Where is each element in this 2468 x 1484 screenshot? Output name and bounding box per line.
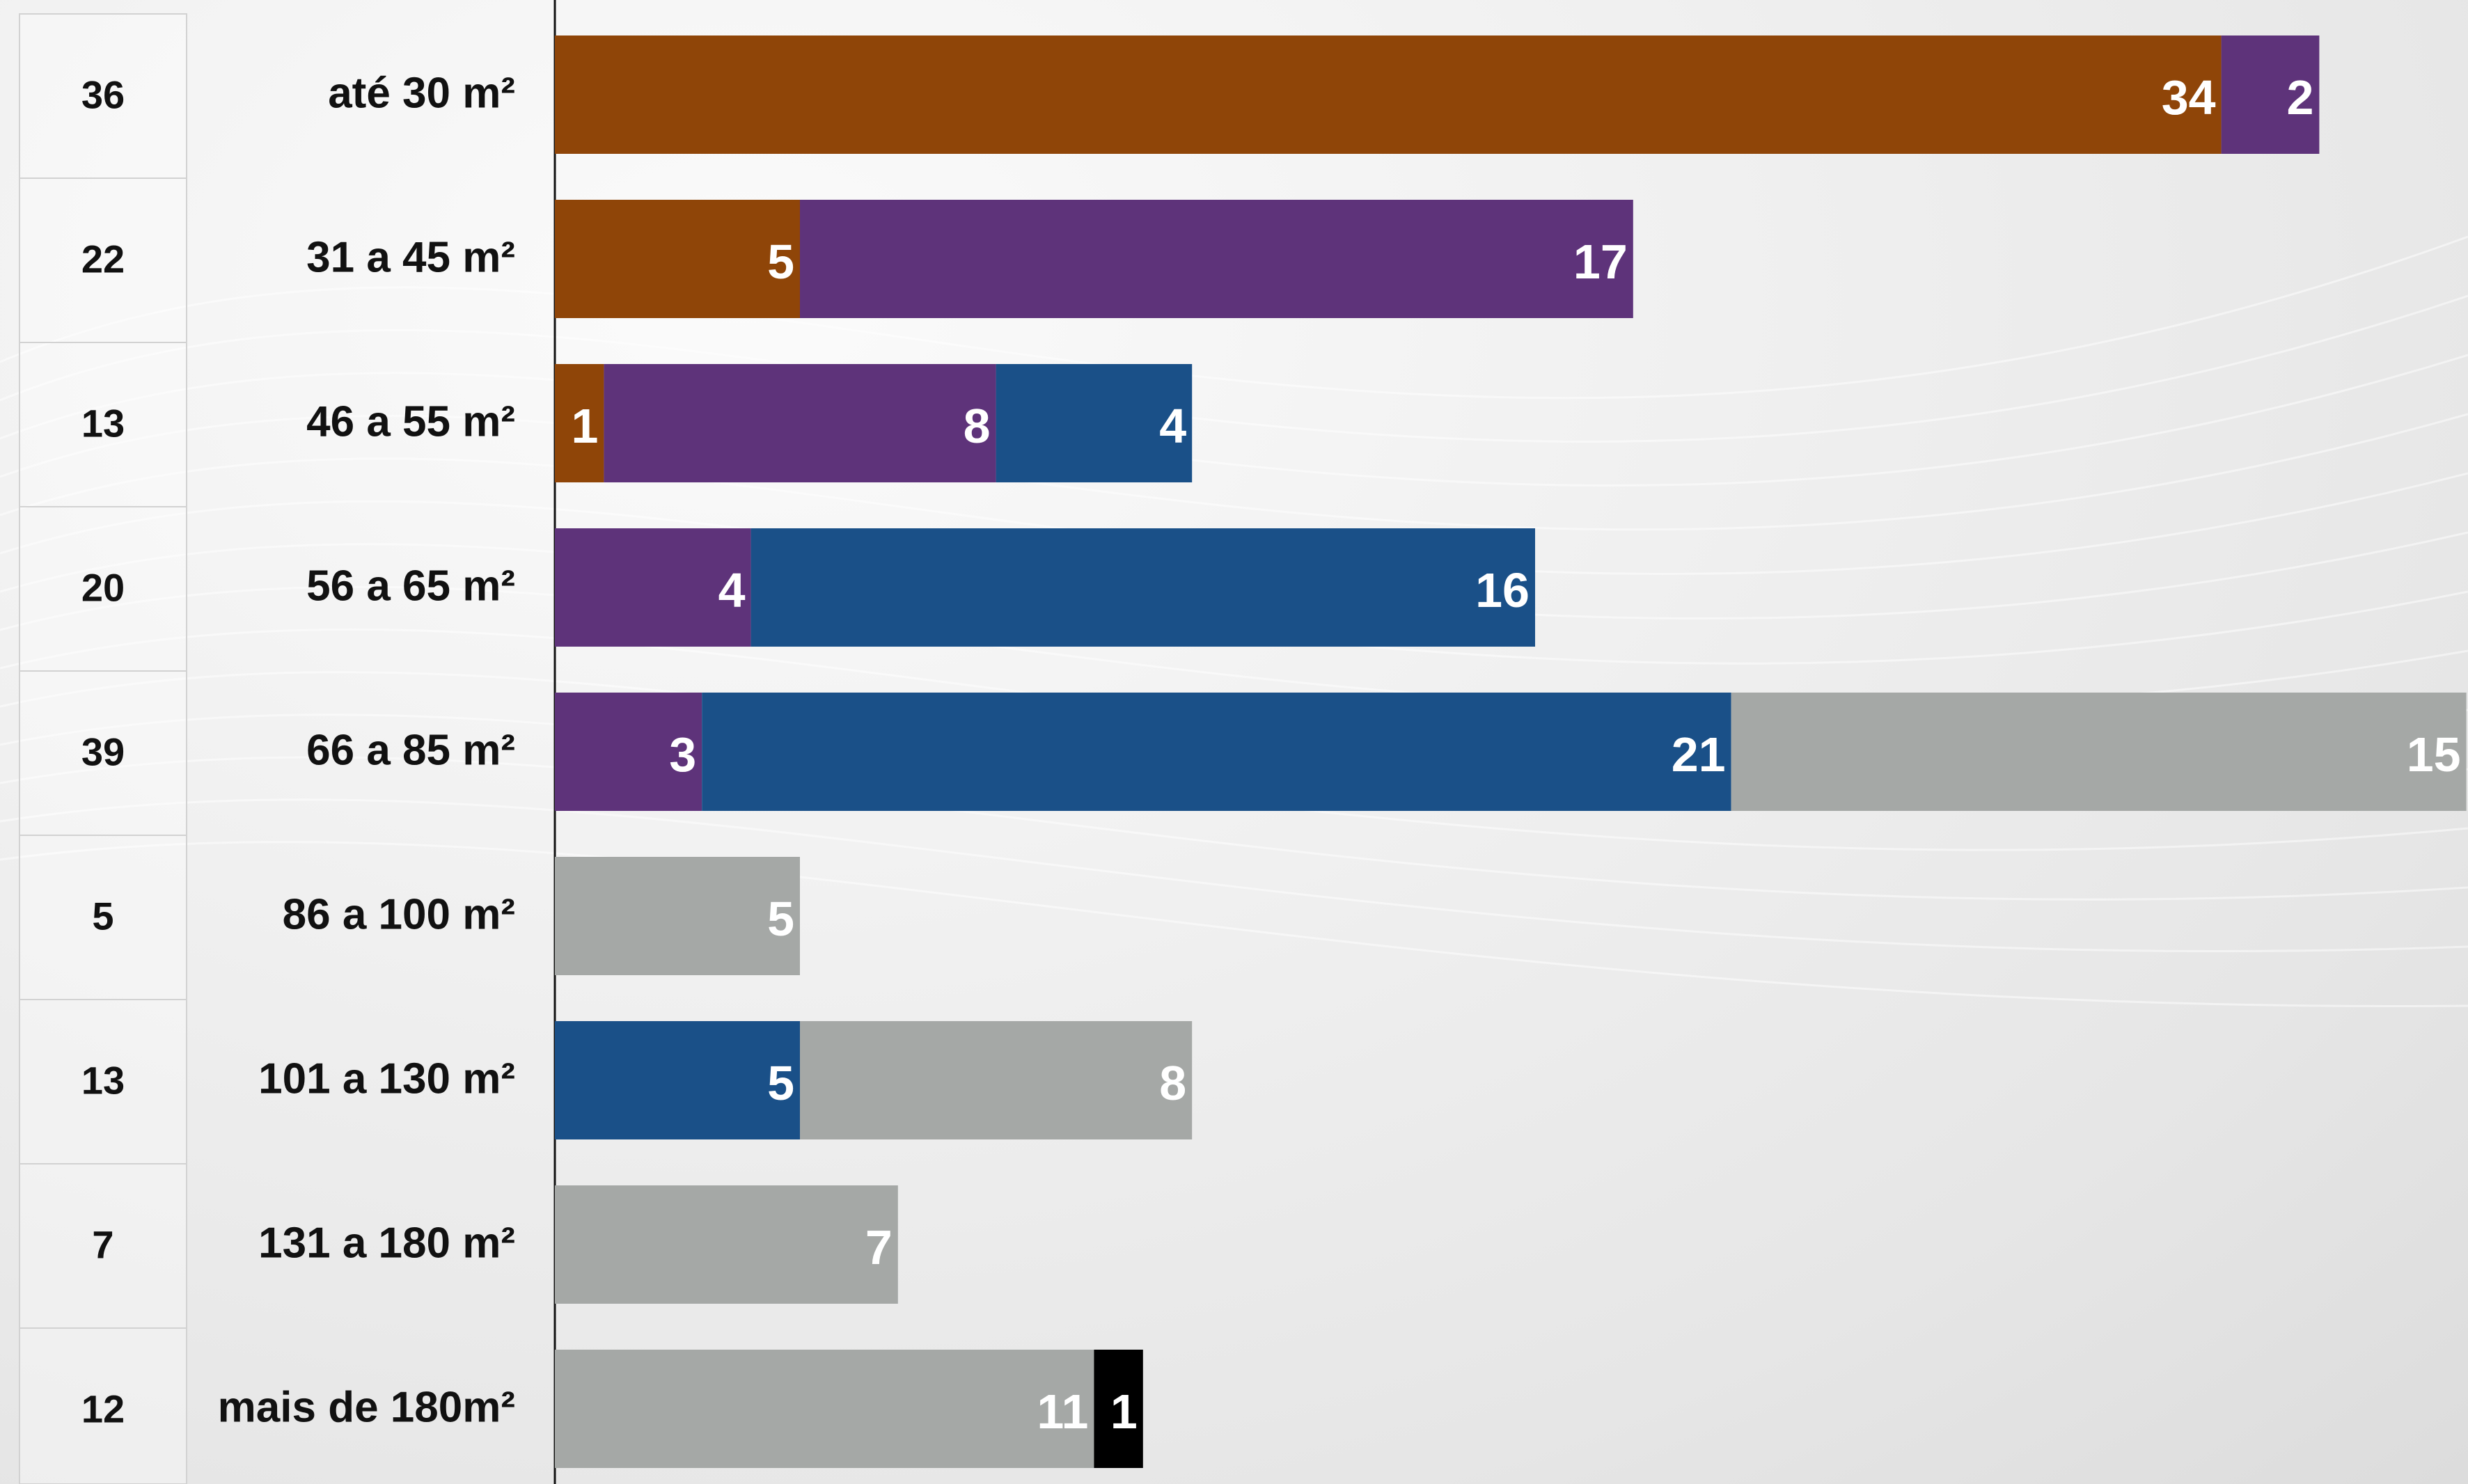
bar-segment: [604, 364, 996, 482]
bar-value-label: 8: [1159, 1056, 1186, 1110]
bar-segment: [555, 693, 702, 811]
row-total-label: 20: [81, 566, 125, 610]
bar-segment: [750, 528, 1535, 647]
bar-segment: [996, 364, 1193, 482]
row-total-label: 22: [81, 237, 125, 281]
bar-segment: [1731, 693, 2467, 811]
wave-line: [0, 413, 2468, 531]
row-total-label: 36: [81, 73, 125, 117]
bar-segment: [555, 1021, 800, 1139]
bar-segment: [555, 200, 800, 318]
row-total-label: 7: [92, 1223, 113, 1267]
bar-value-label: 5: [767, 892, 794, 946]
bar-segment: [800, 1021, 1193, 1139]
wave-line: [0, 841, 2468, 1007]
bar-value-label: 11: [1037, 1384, 1088, 1439]
row-total-label: 39: [81, 730, 125, 774]
row-total-label: 13: [81, 402, 125, 445]
bar-segment: [555, 857, 800, 975]
bar-value-label: 5: [767, 1056, 794, 1110]
category-label: mais de 180m²: [218, 1384, 515, 1432]
bar-segment: [800, 200, 1633, 318]
bar-segment: [555, 364, 604, 482]
row-total-label: 13: [81, 1059, 125, 1103]
category-label: 101 a 130 m²: [258, 1055, 515, 1103]
bar-segment: [555, 1350, 1094, 1468]
bar-value-label: 2: [2286, 70, 2313, 125]
category-label: 31 a 45 m²: [306, 234, 515, 282]
bar-value-label: 8: [964, 399, 991, 453]
bar-segment: [2221, 35, 2320, 154]
category-label: até 30 m²: [328, 70, 515, 118]
category-label: 66 a 85 m²: [306, 727, 515, 775]
row-total-label: 12: [81, 1387, 125, 1431]
category-label: 46 a 55 m²: [306, 398, 515, 446]
bar-value-label: 15: [2407, 727, 2461, 782]
category-label: 56 a 65 m²: [306, 562, 515, 610]
bar-value-label: 4: [718, 563, 746, 617]
category-label: 86 a 100 m²: [283, 891, 515, 939]
bar-segment: [555, 1185, 898, 1304]
bar-value-label: 7: [865, 1220, 893, 1274]
bar-value-label: 1: [1110, 1384, 1138, 1439]
wave-line: [0, 756, 2468, 901]
bar-value-label: 4: [1159, 399, 1186, 453]
bar-segment: [702, 693, 1731, 811]
row-total-label: 5: [92, 894, 113, 938]
bar-segment: [555, 528, 751, 647]
bar-value-label: 34: [2162, 70, 2216, 125]
bar-segment: [1094, 1350, 1143, 1468]
bar-value-label: 1: [571, 399, 598, 453]
category-label: 131 a 180 m²: [258, 1219, 515, 1268]
totals-column: [19, 13, 187, 1484]
wave-line: [0, 235, 2468, 400]
bar-value-label: 3: [669, 727, 696, 782]
bar-value-label: 17: [1573, 235, 1628, 289]
bar-value-label: 5: [767, 235, 794, 289]
bar-value-label: 16: [1475, 563, 1530, 617]
bar-value-label: 21: [1672, 727, 1726, 782]
wave-line: [0, 798, 2468, 952]
wave-line: [0, 457, 2468, 575]
bar-segment: [555, 35, 2222, 154]
